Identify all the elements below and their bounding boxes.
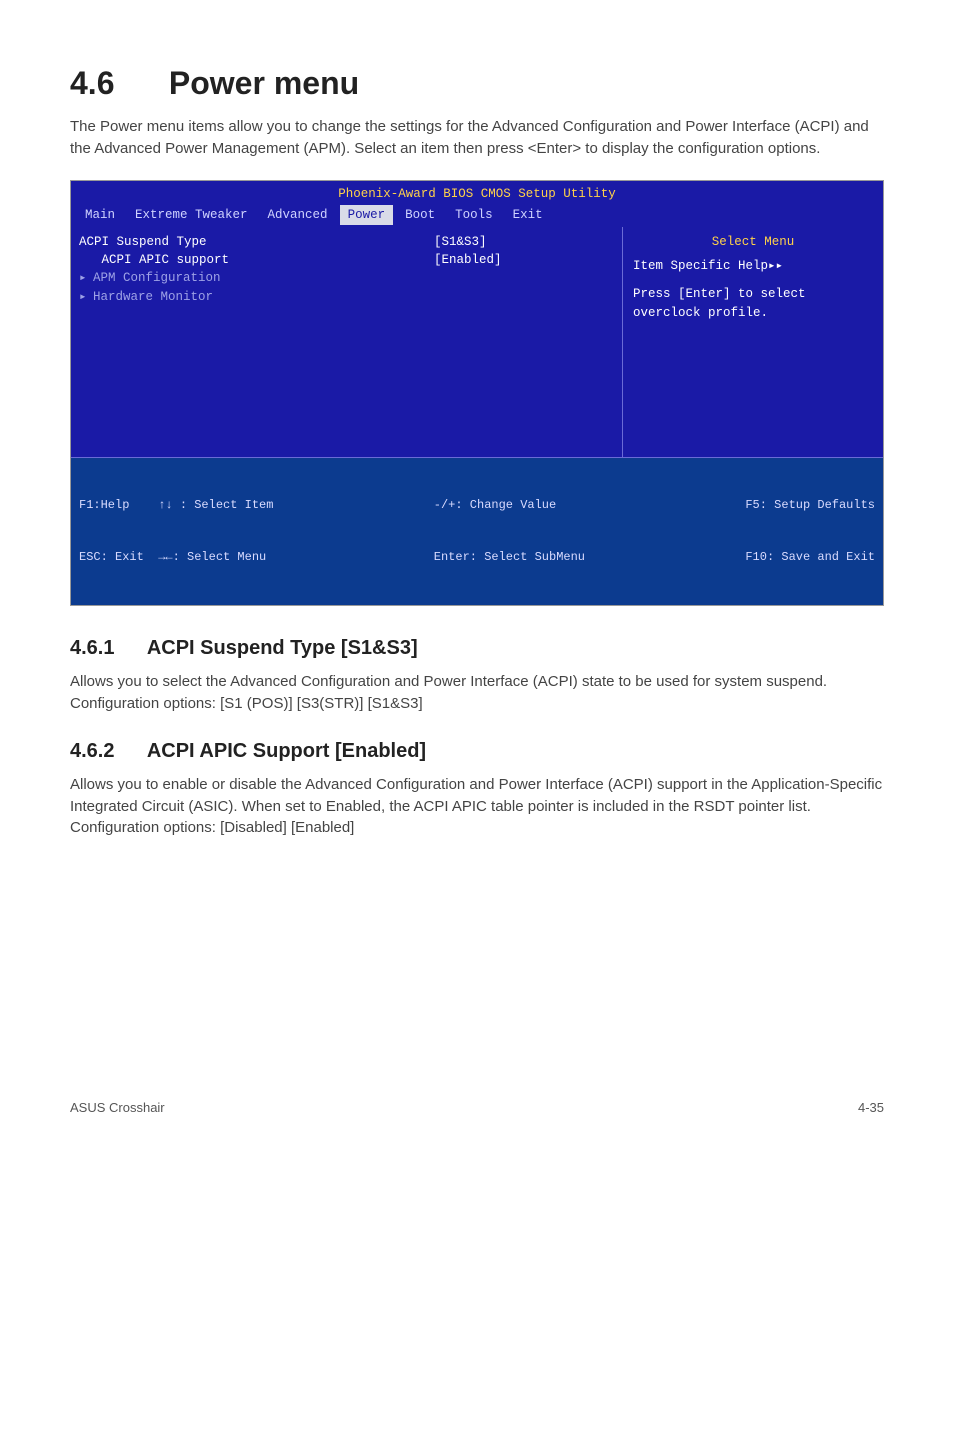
bios-footer-col2: -/+: Change Value Enter: Select SubMenu — [434, 462, 585, 601]
section-number: 4.6.2 — [70, 737, 142, 766]
bios-row-hw-monitor: ▸ Hardware Monitor — [79, 288, 614, 306]
section-462-body: Allows you to enable or disable the Adva… — [70, 774, 884, 839]
section-462-heading: 4.6.2 ACPI APIC Support [Enabled] — [70, 737, 884, 766]
bios-label: APM Configuration — [93, 269, 614, 287]
page-footer: ASUS Crosshair 4-35 — [70, 1099, 884, 1118]
bios-row-apm: ▸ APM Configuration — [79, 269, 614, 287]
section-461-heading: 4.6.1 ACPI Suspend Type [S1&S3] — [70, 634, 884, 663]
bios-tab-boot: Boot — [397, 205, 443, 225]
bios-screenshot: Phoenix-Award BIOS CMOS Setup Utility Ma… — [70, 180, 884, 606]
bios-tab-main: Main — [77, 205, 123, 225]
bios-tab-power: Power — [340, 205, 394, 225]
bios-body: ACPI Suspend Type [S1&S3] ACPI APIC supp… — [71, 227, 883, 457]
bios-footer-line: Enter: Select SubMenu — [434, 549, 585, 566]
heading-title: Power menu — [169, 65, 359, 101]
intro-paragraph: The Power menu items allow you to change… — [70, 116, 884, 160]
footer-left: ASUS Crosshair — [70, 1099, 165, 1118]
bios-footer: F1:Help ↑↓ : Select Item ESC: Exit →←: S… — [71, 457, 883, 605]
bios-row-acpi-apic: ACPI APIC support [Enabled] — [79, 251, 614, 269]
bios-left-pane: ACPI Suspend Type [S1&S3] ACPI APIC supp… — [71, 227, 623, 457]
bios-tab-exit: Exit — [505, 205, 551, 225]
bios-help-note: Press [Enter] to select overclock profil… — [633, 285, 873, 321]
spacer — [633, 275, 873, 285]
bios-value: [Enabled] — [434, 251, 614, 269]
section-461-body: Allows you to select the Advanced Config… — [70, 671, 884, 715]
bios-footer-col3: F5: Setup Defaults F10: Save and Exit — [745, 462, 875, 601]
heading-number: 4.6 — [70, 60, 160, 106]
bios-tab-bar: Main Extreme Tweaker Advanced Power Boot… — [71, 205, 883, 227]
bios-row-acpi-suspend: ACPI Suspend Type [S1&S3] — [79, 233, 614, 251]
bios-select-menu: Select Menu — [633, 233, 873, 251]
bios-label: ACPI Suspend Type — [79, 233, 434, 251]
bios-footer-col1: F1:Help ↑↓ : Select Item ESC: Exit →←: S… — [79, 462, 273, 601]
bios-label: Hardware Monitor — [93, 288, 614, 306]
bios-tab-tools: Tools — [447, 205, 501, 225]
bios-tab-advanced: Advanced — [260, 205, 336, 225]
bios-footer-line: ESC: Exit →←: Select Menu — [79, 549, 273, 566]
bios-tab-extreme: Extreme Tweaker — [127, 205, 256, 225]
bios-footer-line: -/+: Change Value — [434, 497, 585, 514]
submenu-arrow-icon: ▸ — [79, 269, 93, 287]
bios-value: [S1&S3] — [434, 233, 614, 251]
bios-item-help: Item Specific Help▸▸ — [633, 257, 873, 275]
bios-footer-line: F5: Setup Defaults — [745, 497, 875, 514]
section-title: ACPI Suspend Type [S1&S3] — [147, 637, 418, 659]
submenu-arrow-icon: ▸ — [79, 288, 93, 306]
page-heading: 4.6 Power menu — [70, 60, 884, 106]
bios-header: Phoenix-Award BIOS CMOS Setup Utility — [71, 181, 883, 205]
footer-right: 4-35 — [858, 1099, 884, 1118]
bios-footer-line: F10: Save and Exit — [745, 549, 875, 566]
bios-label: ACPI APIC support — [79, 251, 434, 269]
bios-footer-line: F1:Help ↑↓ : Select Item — [79, 497, 273, 514]
section-number: 4.6.1 — [70, 634, 142, 663]
bios-right-pane: Select Menu Item Specific Help▸▸ Press [… — [623, 227, 883, 457]
section-title: ACPI APIC Support [Enabled] — [147, 740, 426, 762]
